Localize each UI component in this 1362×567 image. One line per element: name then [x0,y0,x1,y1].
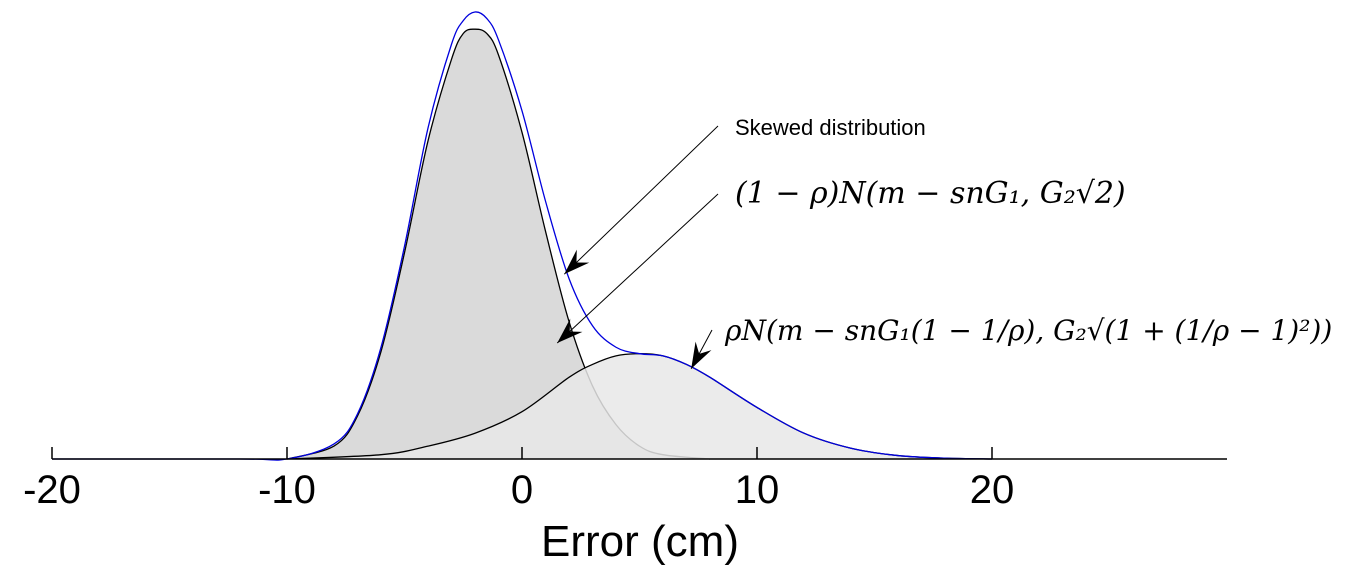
x-tick-label: -10 [258,468,316,512]
annotation-arrowhead [691,341,712,369]
x-tick-label: 20 [970,468,1015,512]
annotation-arrow-line [563,125,719,275]
series-mixture-line [52,11,993,461]
series-component-1-area [287,29,710,460]
annotation-skewed-label: Skewed distribution [735,115,926,140]
annotation-arrowhead [564,249,590,275]
annotation-component1-formula: (1 − ρ)N(m − snG₁, G₂√2) [735,176,1126,211]
annotation-component2-formula: ρN(m − snG₁(1 − 1/ρ), G₂√(1 + (1/ρ − 1)²… [724,314,1332,347]
series-component-2-area [287,353,992,459]
x-tick-label: 10 [735,468,780,512]
series-layer [52,11,993,461]
annotation-arrow-line [556,193,719,344]
x-tick-label: -20 [23,468,81,512]
x-tick-label: 0 [511,468,533,512]
x-axis-title: Error (cm) [541,517,739,566]
annotation-layer: Skewed distribution (1 − ρ)N(m − snG₁, G… [556,115,1332,369]
annotation-arrowhead [557,318,583,343]
ticks-layer: -20 -10 0 10 20 [23,447,1014,512]
